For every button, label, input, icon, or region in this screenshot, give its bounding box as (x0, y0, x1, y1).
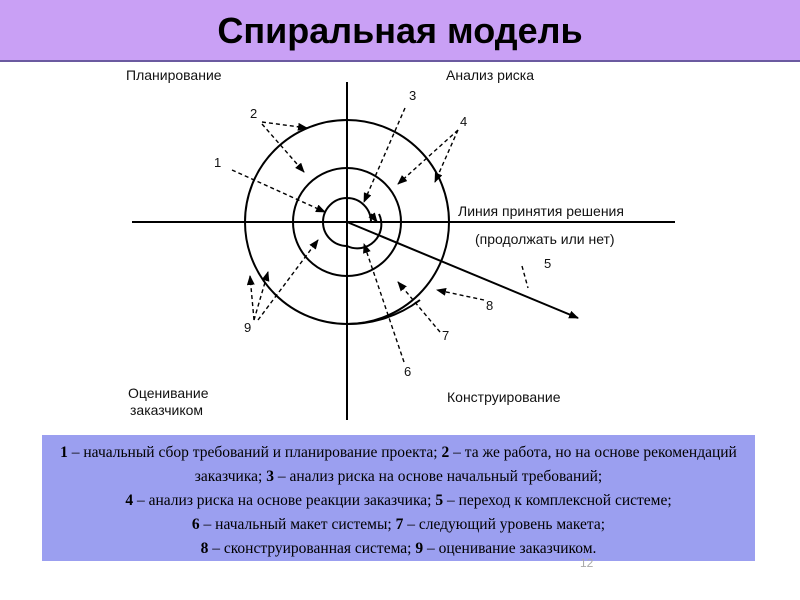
label-planning: Планирование (126, 67, 222, 83)
label-decision-line-1: Линия принятия решения (458, 203, 624, 219)
legend-text-5: – переход к комплексной системе; (443, 492, 672, 509)
spiral-path (243, 119, 451, 326)
legend-box: 1 – начальный сбор требований и планиров… (42, 435, 755, 561)
legend-num-3: 3 (266, 468, 274, 485)
marker-1: 1 (214, 155, 221, 170)
label-decision-line-2: (продолжать или нет) (475, 231, 615, 247)
spiral-inner-arrowhead (368, 212, 378, 223)
page-title: Спиральная модель (217, 10, 583, 51)
label-risk-analysis: Анализ риска (446, 67, 534, 83)
marker-7: 7 (442, 328, 449, 343)
legend-text-3: – анализ риска на основе начальный требо… (273, 468, 603, 485)
legend-num-7: 7 (395, 516, 404, 533)
legend-num-5: 5 (435, 492, 444, 509)
pointer-arrows (231, 107, 529, 363)
legend-text-7: – следующий уровень макета; (403, 516, 606, 533)
legend-num-2: 2 (441, 444, 450, 461)
legend-num-1: 1 (60, 444, 68, 461)
legend-text-6: – начальный макет системы; (199, 516, 396, 533)
legend-text-8: – сконструированная система; (208, 540, 416, 557)
title-bar: Спиральная модель (0, 0, 800, 62)
spiral-diagram: Планирование Анализ риска Оценивание зак… (126, 67, 675, 420)
label-evaluation-1: Оценивание (128, 385, 209, 401)
marker-4: 4 (460, 114, 467, 129)
transition-arrow (346, 221, 579, 319)
marker-6: 6 (404, 364, 411, 379)
legend-num-6: 6 (191, 516, 200, 533)
marker-2: 2 (250, 106, 257, 121)
marker-8: 8 (486, 298, 493, 313)
legend-num-8: 8 (200, 540, 209, 557)
legend-text-2: – та же работа, но на основе рекомендаци… (194, 444, 737, 485)
marker-9: 9 (244, 320, 251, 335)
label-evaluation-2: заказчиком (130, 402, 203, 418)
legend-text-1: – начальный сбор требований и планирован… (67, 444, 442, 461)
legend-text-4: – анализ риска на основе реакции заказчи… (133, 492, 436, 509)
legend-num-4: 4 (125, 492, 134, 509)
spiral-outer-tail (346, 299, 421, 326)
legend-num-9: 9 (415, 540, 424, 557)
page-number: 12 (580, 556, 594, 570)
marker-5: 5 (544, 256, 551, 271)
legend-text-9: – оценивание заказчиком. (423, 540, 597, 557)
marker-3: 3 (409, 88, 416, 103)
label-construction: Конструирование (447, 389, 561, 405)
